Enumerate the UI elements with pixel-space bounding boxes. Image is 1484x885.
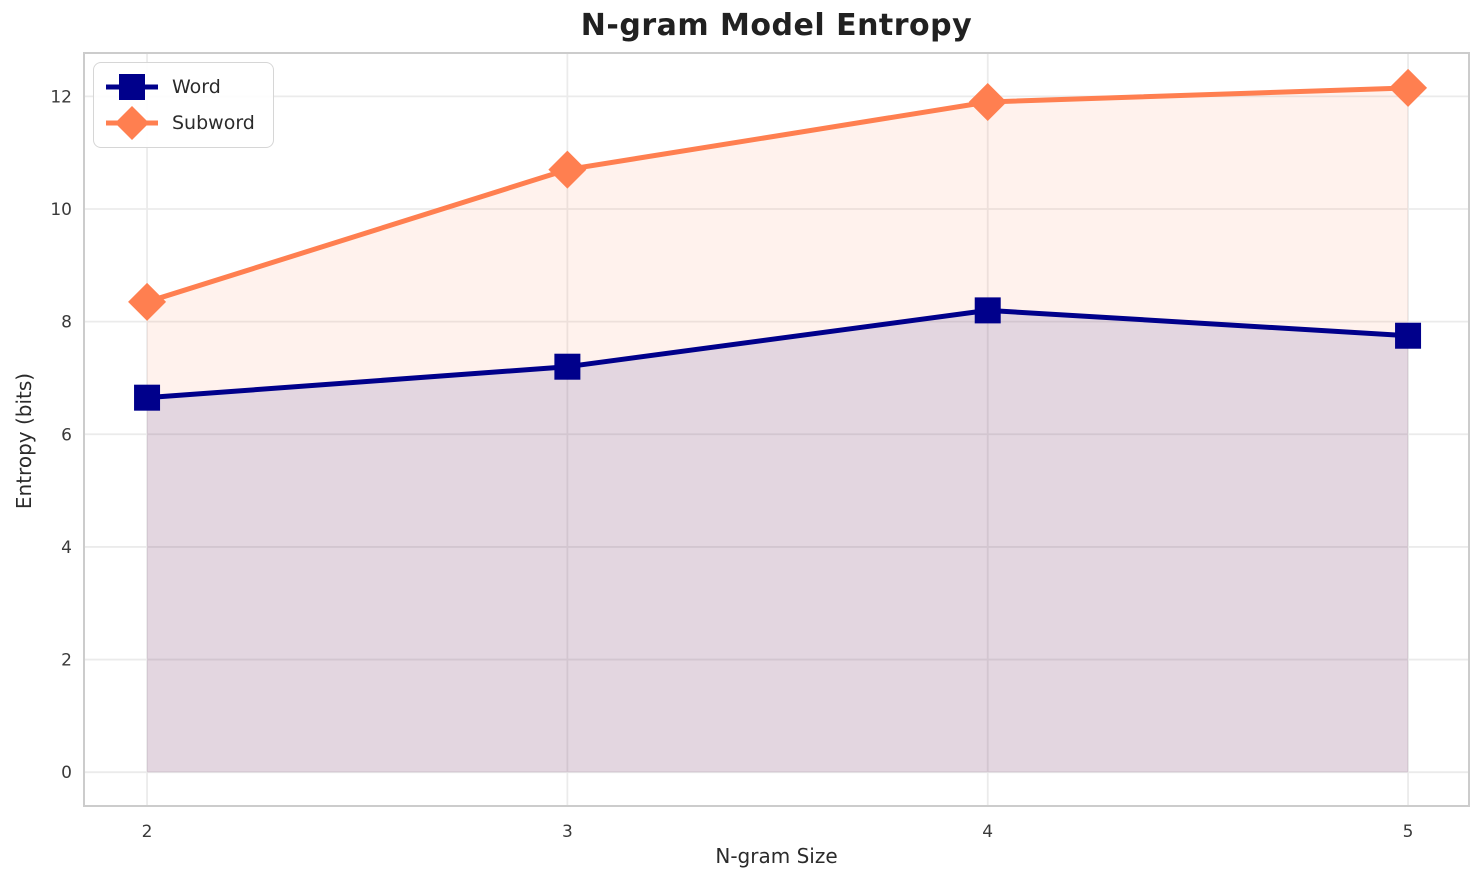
svg-text:3: 3 — [562, 822, 573, 842]
legend-label-word: Word — [172, 76, 221, 98]
svg-text:4: 4 — [61, 538, 72, 558]
y-axis-label: Entropy (bits) — [12, 372, 36, 510]
svg-text:6: 6 — [61, 425, 72, 445]
chart-title: N-gram Model Entropy — [580, 8, 973, 43]
svg-text:2: 2 — [61, 651, 72, 671]
svg-text:4: 4 — [982, 822, 993, 842]
legend: Word Subword — [93, 62, 274, 148]
svg-text:0: 0 — [61, 763, 72, 783]
legend-item-subword: Subword — [104, 106, 255, 140]
svg-text:10: 10 — [50, 200, 72, 220]
svg-text:2: 2 — [142, 822, 153, 842]
svg-text:12: 12 — [50, 87, 72, 107]
svg-text:5: 5 — [1403, 822, 1414, 842]
subword-marker-icon — [106, 106, 158, 140]
x-axis-label: N-gram Size — [715, 844, 838, 868]
legend-item-word: Word — [104, 70, 255, 104]
legend-label-subword: Subword — [172, 112, 255, 134]
svg-text:8: 8 — [61, 313, 72, 333]
word-marker-icon — [106, 74, 158, 100]
